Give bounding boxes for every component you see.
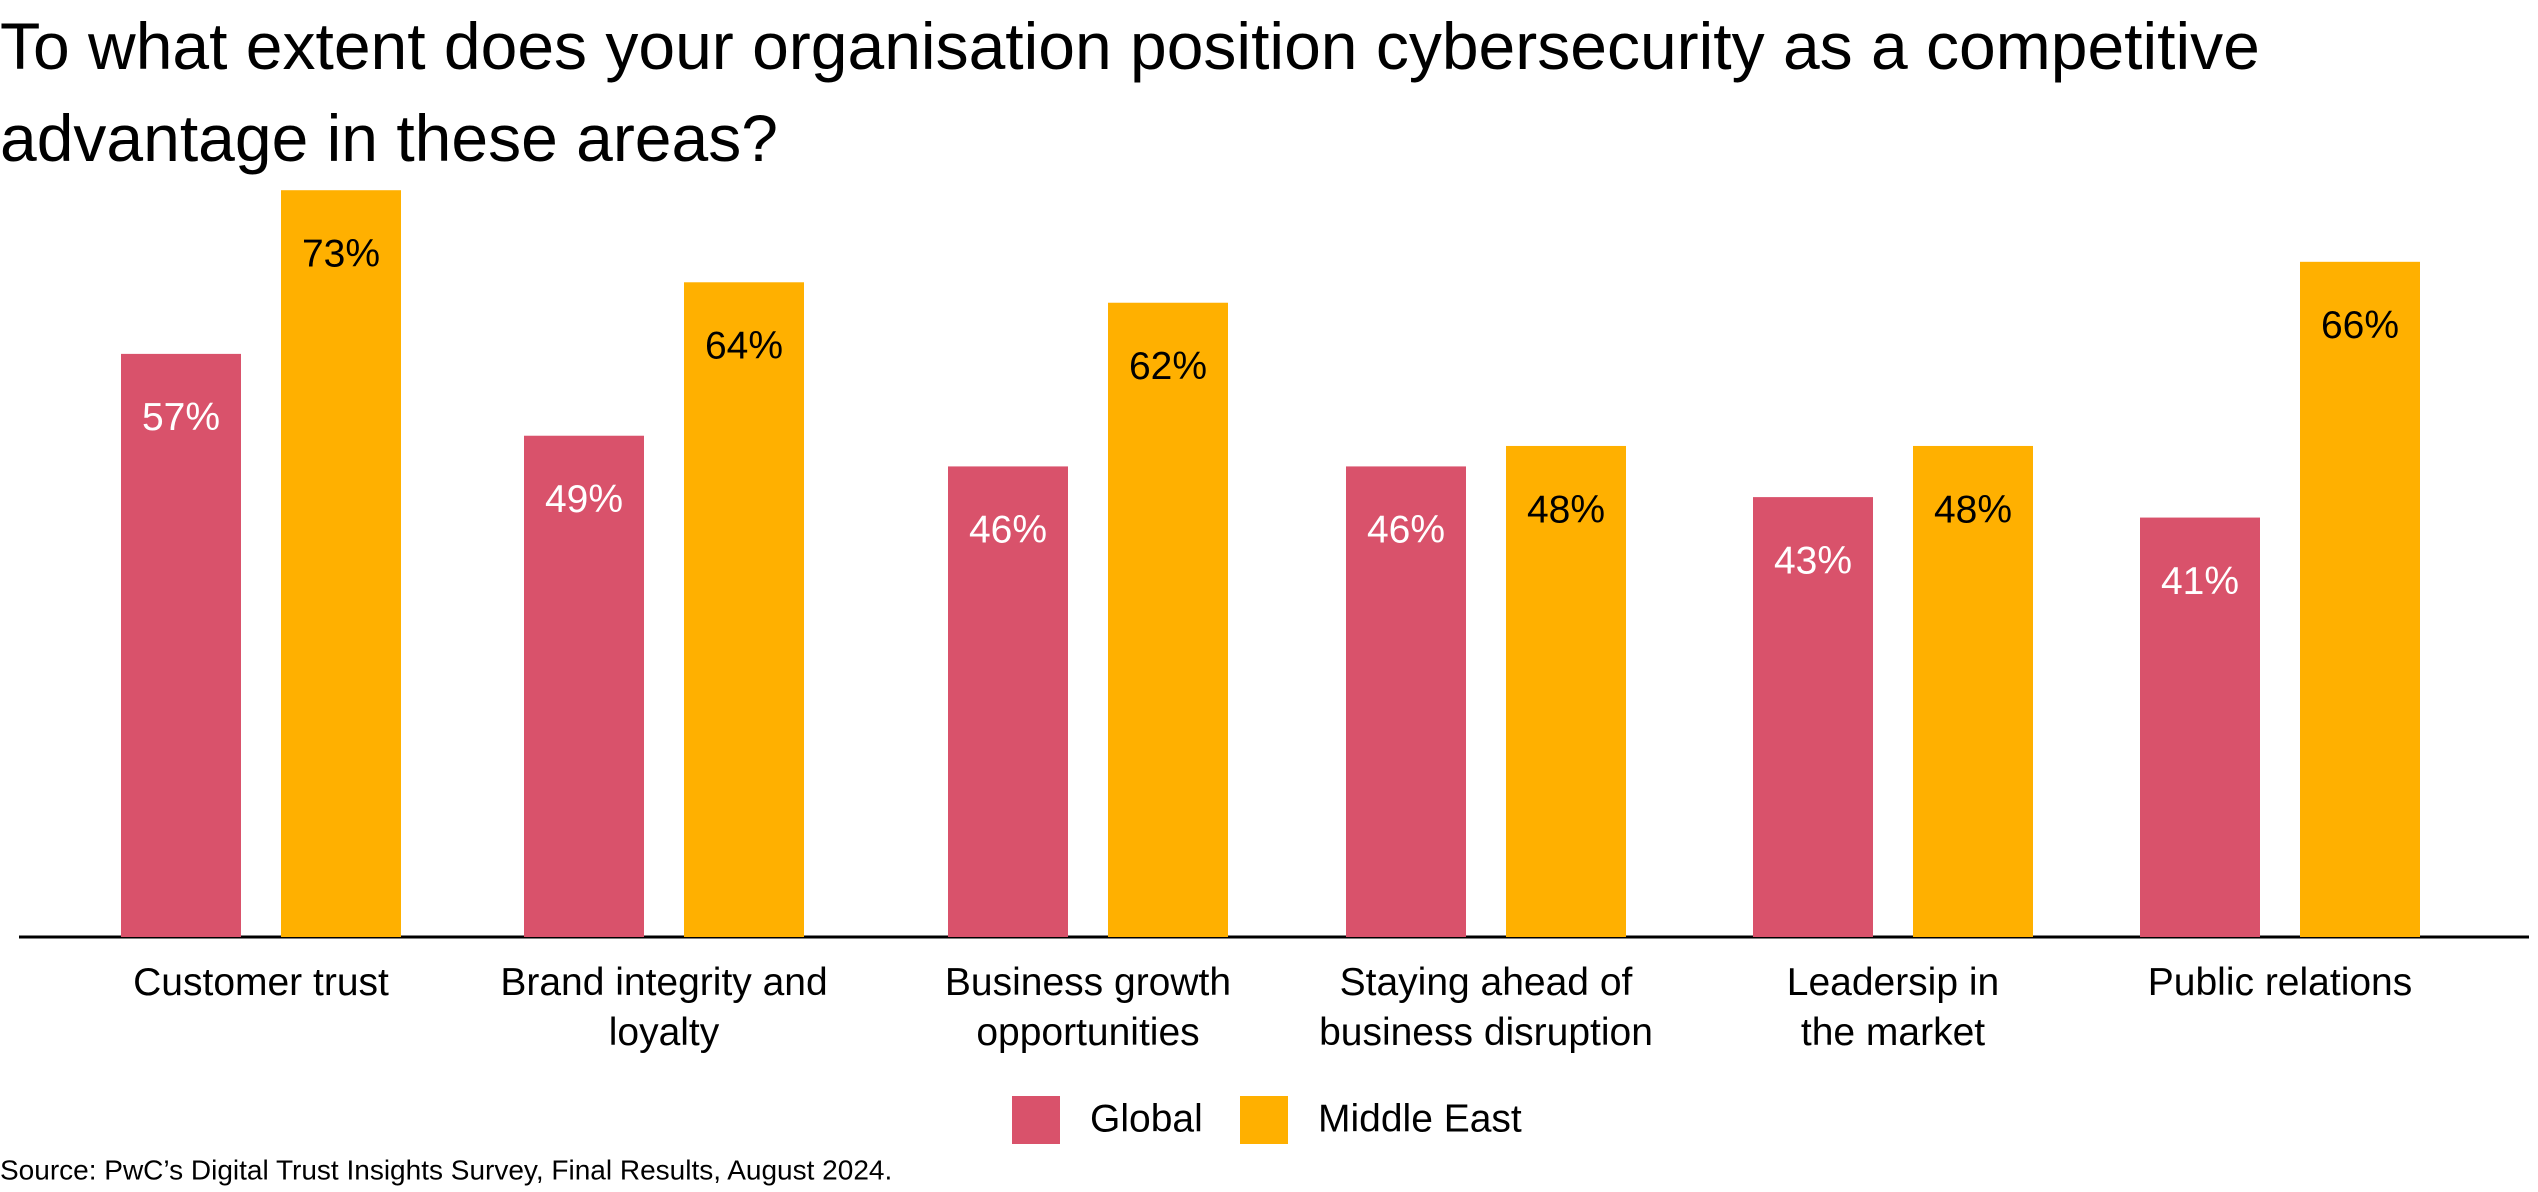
chart-title: To what extent does your organisation po… (0, 9, 2260, 175)
legend-label: Global (1090, 1097, 1203, 1140)
source-note: Source: PwC’s Digital Trust Insights Sur… (0, 1154, 892, 1185)
bar (684, 282, 804, 937)
data-label: 57% (142, 396, 220, 439)
bar (2140, 517, 2260, 937)
x-tick-label: Customer trust (133, 961, 389, 1004)
data-label: 49% (545, 478, 623, 521)
legend-swatch (1240, 1096, 1288, 1144)
data-label: 41% (2161, 560, 2239, 603)
data-label: 73% (302, 233, 380, 276)
bar (1753, 497, 1873, 937)
bar (2300, 261, 2420, 937)
data-label: 46% (1367, 509, 1445, 552)
bar (1506, 445, 1626, 937)
bar (121, 353, 241, 937)
data-label: 48% (1934, 488, 2012, 531)
data-label: 48% (1527, 488, 1605, 531)
x-tick-label: Brand integrity and loyalty (500, 961, 828, 1054)
bar (281, 190, 401, 937)
bar (1108, 302, 1228, 937)
x-tick-label: Business growth opportunities (944, 961, 1232, 1054)
x-tick-label: Public relations (2147, 961, 2413, 1004)
data-label: 66% (2321, 304, 2399, 347)
data-label: 46% (969, 509, 1047, 552)
bar (524, 435, 644, 937)
bar (1913, 445, 2033, 937)
bar (1346, 466, 1466, 937)
x-tick-label: Leadersip in the market (1786, 961, 2000, 1054)
x-tick-label: Staying ahead of business disruption (1319, 961, 1653, 1054)
data-label: 64% (705, 325, 783, 368)
data-label: 62% (1129, 345, 1207, 388)
bar (948, 466, 1068, 937)
legend-label: Middle East (1318, 1097, 1522, 1140)
legend-swatch (1012, 1096, 1060, 1144)
data-label: 43% (1774, 539, 1852, 582)
